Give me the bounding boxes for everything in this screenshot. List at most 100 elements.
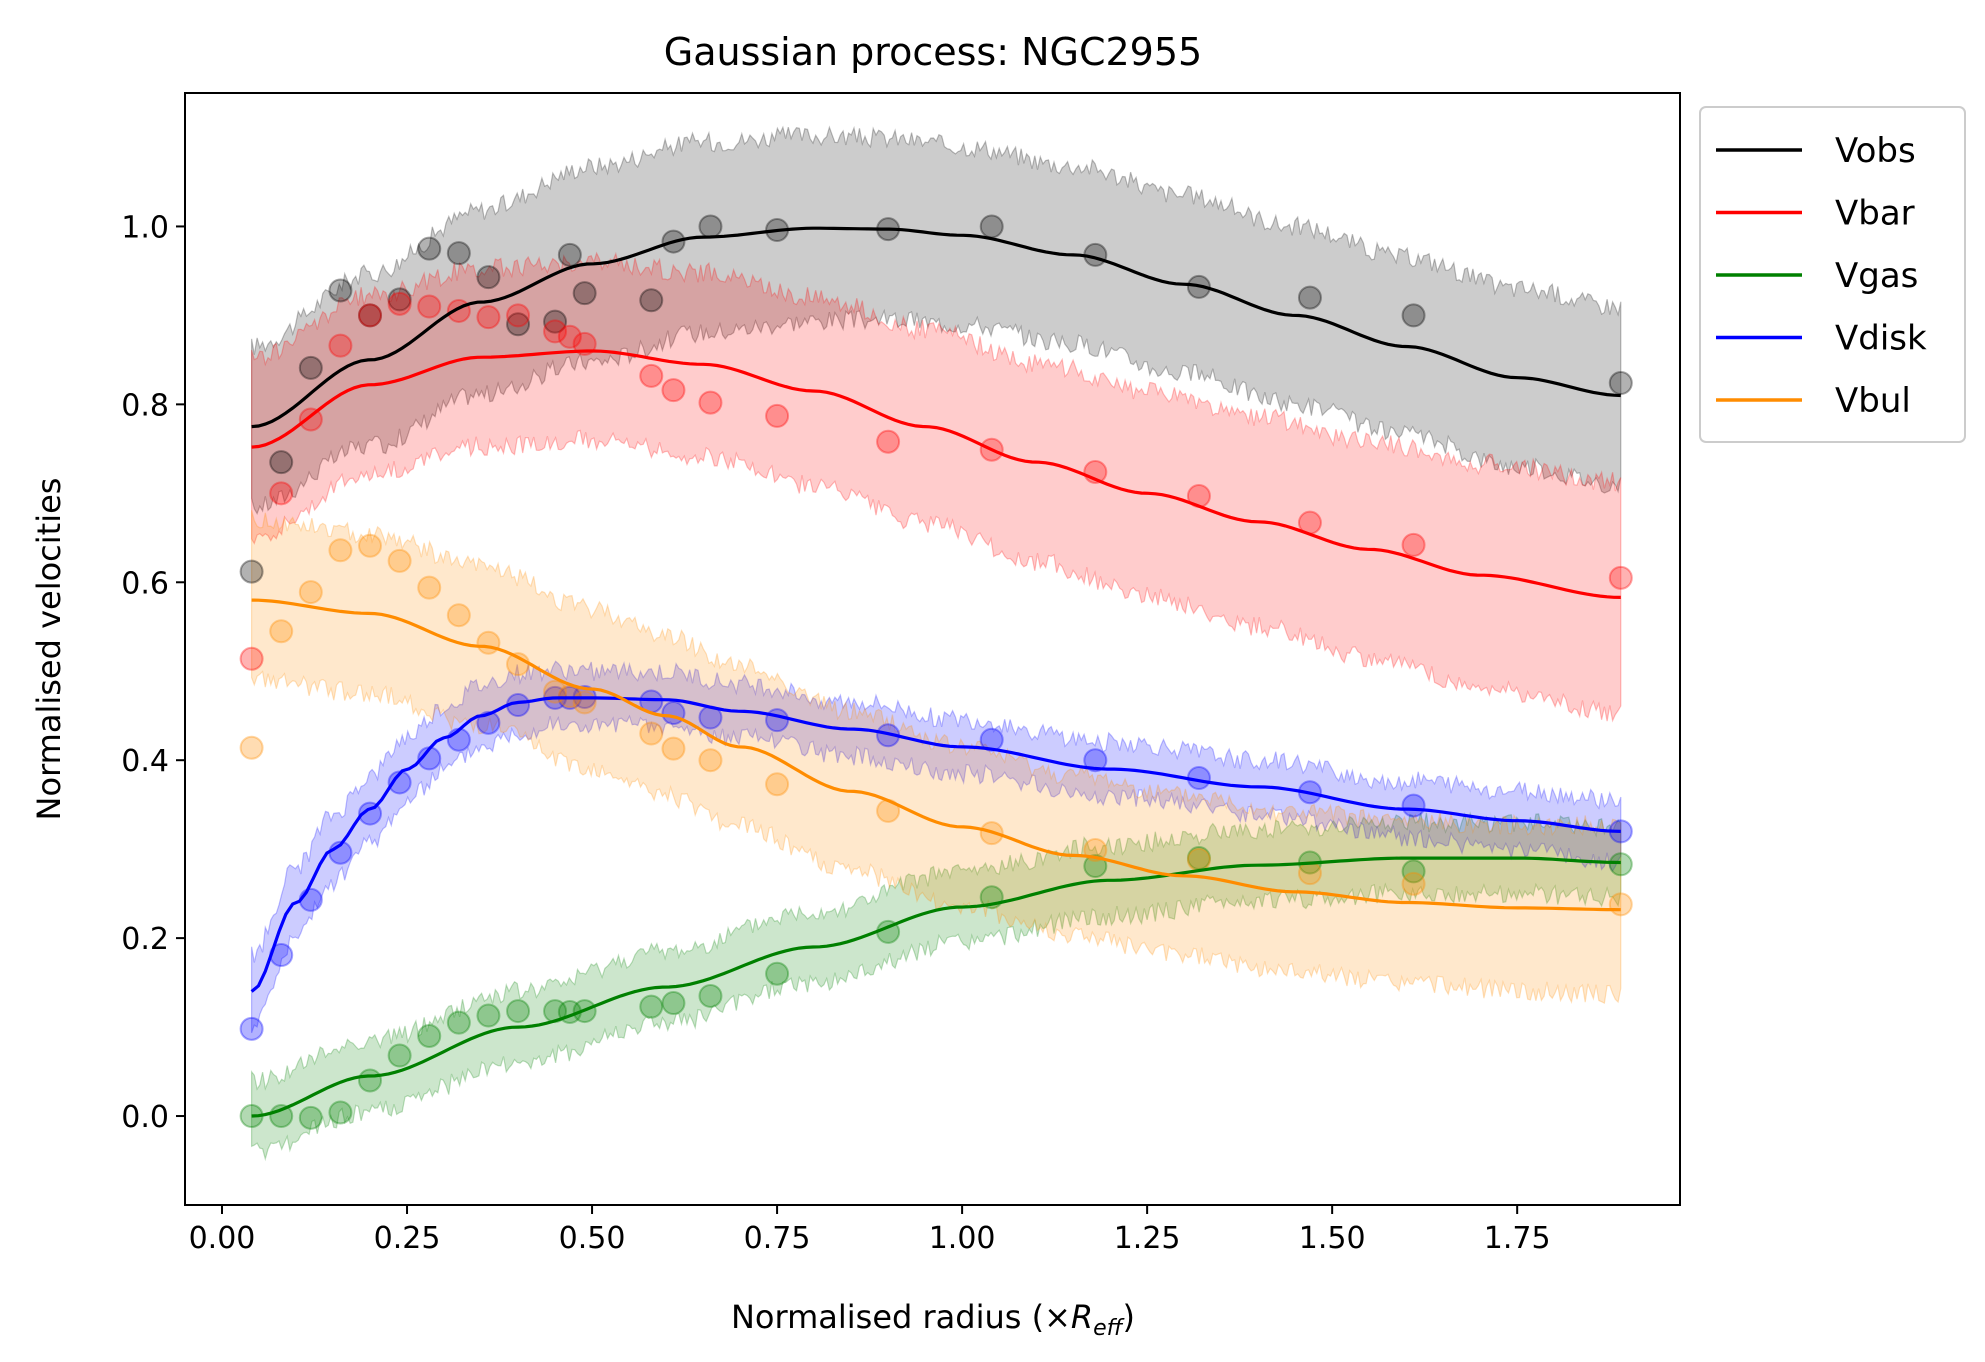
fit-line-vobs: [251, 226, 1621, 429]
legend-label-vdisk: Vdisk: [1835, 319, 1927, 359]
point-vgas-6: [417, 1023, 442, 1048]
point-vbar-12: [572, 331, 597, 356]
point-vgas-5: [387, 1043, 412, 1068]
point-vbul-4: [358, 533, 383, 558]
point-vbul-15: [698, 748, 723, 773]
point-vobs-10: [543, 309, 568, 334]
point-vgas-22: [1401, 859, 1426, 884]
point-vbar-22: [1401, 532, 1426, 557]
x-axis-ticks: 0.00 0.25 0.50 0.75 1.00 1.25 1.50 1.75: [189, 1205, 1551, 1256]
point-vgas-2: [298, 1105, 323, 1130]
point-vbul-0: [239, 735, 264, 760]
point-vbul-7: [446, 603, 471, 628]
plot-area-frame: [184, 92, 1681, 1206]
fit-line-vgas: [251, 856, 1621, 1118]
point-vbul-2: [298, 580, 323, 605]
point-vbul-1: [269, 619, 294, 644]
x-axis-label: Normalised radius (×Reff): [731, 1298, 1135, 1341]
point-vobs-4: [358, 303, 383, 328]
point-vobs-11: [557, 242, 582, 267]
point-vbar-6: [417, 294, 442, 319]
uncertainty-bands: [251, 125, 1622, 1162]
point-vobs-18: [979, 214, 1004, 239]
point-vobs-8: [476, 265, 501, 290]
y-axis-label: Normalised velocities: [30, 478, 68, 821]
legend: Vobs Vbar Vgas Vdisk Vbul: [1699, 106, 1966, 443]
point-vbar-4: [358, 303, 383, 328]
y-tick-label-0: 0.0: [121, 1100, 169, 1135]
fit-lines: [250, 226, 1621, 1118]
y-tick-label-1: 0.2: [121, 922, 169, 957]
point-vgas-3: [328, 1100, 353, 1125]
legend-label-vobs: Vobs: [1835, 131, 1916, 171]
point-vobs-15: [698, 214, 723, 239]
x-axis-label-prefix: Normalised radius (×: [731, 1298, 1071, 1336]
point-vbul-14: [661, 736, 686, 761]
point-vobs-0: [239, 559, 264, 584]
legend-label-vgas: Vgas: [1835, 256, 1918, 296]
point-vgas-8: [476, 1003, 501, 1028]
point-vgas-9: [506, 999, 531, 1024]
point-vbul-21: [1297, 861, 1322, 886]
x-tick-label-4: 1.00: [929, 1221, 996, 1256]
point-vbar-3: [328, 333, 353, 358]
point-vbar-14: [661, 378, 686, 403]
point-vdisk-0: [239, 1016, 264, 1041]
point-vdisk-16: [765, 708, 790, 733]
point-vobs-23: [1608, 371, 1633, 396]
band-vgas: [251, 811, 1622, 1162]
point-vdisk-8: [476, 710, 501, 735]
point-vbul-23: [1608, 892, 1633, 917]
x-tick-label-6: 1.50: [1299, 1221, 1366, 1256]
band-vbul: [251, 510, 1622, 1005]
point-vdisk-22: [1401, 793, 1426, 818]
legend-label-vbul: Vbul: [1835, 381, 1911, 421]
legend-frame: [1699, 106, 1966, 443]
point-vdisk-2: [298, 887, 323, 912]
point-vobs-2: [298, 355, 323, 380]
point-vobs-6: [417, 236, 442, 261]
point-vbul-3: [328, 538, 353, 563]
point-vgas-15: [698, 983, 723, 1008]
point-vbar-16: [765, 403, 790, 428]
point-vgas-4: [358, 1068, 383, 1093]
point-vobs-1: [269, 450, 294, 475]
y-tick-label-5: 1.0: [121, 210, 169, 245]
x-tick-label-7: 1.75: [1484, 1221, 1551, 1256]
fit-line-vbar: [251, 349, 1621, 599]
fit-line-vbul: [251, 598, 1621, 912]
x-tick-label-0: 0.00: [189, 1221, 256, 1256]
point-vobs-5: [387, 287, 412, 312]
point-vbar-5: [387, 291, 412, 316]
point-vbul-20: [1186, 847, 1211, 872]
point-vbar-11: [557, 324, 582, 349]
point-vobs-13: [639, 288, 664, 313]
x-axis-label-symbol: R: [1071, 1298, 1093, 1336]
y-tick-label-2: 0.4: [121, 744, 169, 779]
y-tick-label-4: 0.8: [121, 388, 169, 423]
point-vbul-22: [1401, 871, 1426, 896]
point-vbar-2: [298, 407, 323, 432]
point-vgas-23: [1608, 852, 1633, 877]
point-vgas-19: [1083, 854, 1108, 879]
point-vobs-21: [1297, 285, 1322, 310]
point-vbar-0: [239, 646, 264, 671]
point-vbul-16: [765, 772, 790, 797]
point-vbar-15: [698, 390, 723, 415]
band-vbar: [251, 251, 1622, 723]
point-vobs-3: [328, 278, 353, 303]
x-tick-label-2: 0.50: [559, 1221, 626, 1256]
point-vgas-16: [765, 961, 790, 986]
point-vobs-12: [572, 281, 597, 306]
point-vgas-7: [446, 1010, 471, 1035]
point-vbul-5: [387, 548, 412, 573]
point-vbar-10: [543, 319, 568, 344]
point-vdisk-19: [1083, 748, 1108, 773]
point-vobs-7: [446, 241, 471, 266]
point-vbul-6: [417, 575, 442, 600]
x-tick-label-1: 0.25: [374, 1221, 441, 1256]
point-vbar-13: [639, 363, 664, 388]
point-vobs-9: [506, 312, 531, 337]
